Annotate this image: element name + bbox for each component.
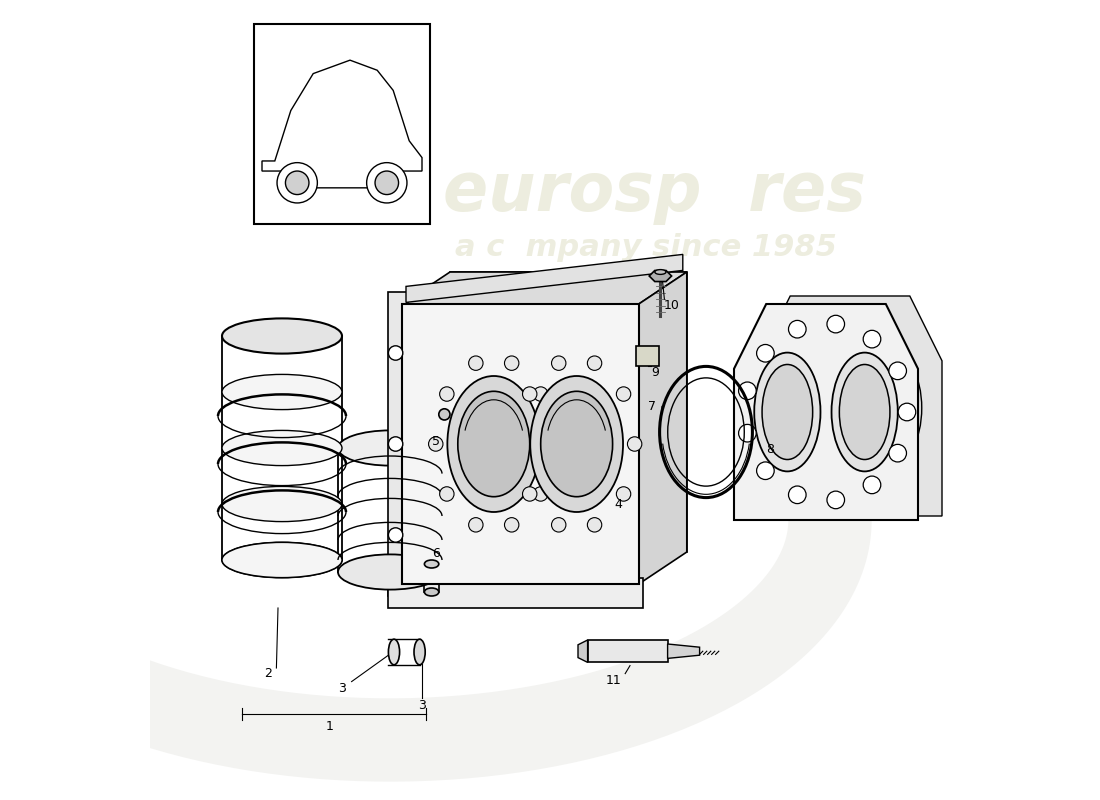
Ellipse shape: [388, 639, 399, 665]
Circle shape: [889, 444, 906, 462]
Circle shape: [587, 518, 602, 532]
Circle shape: [469, 356, 483, 370]
Polygon shape: [387, 292, 408, 596]
Ellipse shape: [839, 365, 890, 459]
Circle shape: [827, 315, 845, 333]
Polygon shape: [649, 270, 672, 282]
Ellipse shape: [222, 430, 342, 466]
Circle shape: [534, 486, 548, 501]
Polygon shape: [637, 346, 659, 366]
Ellipse shape: [222, 542, 342, 578]
Polygon shape: [758, 296, 942, 516]
Ellipse shape: [856, 349, 922, 467]
Text: 3: 3: [418, 699, 426, 712]
Circle shape: [587, 356, 602, 370]
Ellipse shape: [832, 353, 898, 471]
Polygon shape: [402, 304, 639, 584]
Bar: [254, 24, 430, 224]
Polygon shape: [387, 578, 642, 608]
Text: 8: 8: [766, 443, 774, 456]
Circle shape: [469, 518, 483, 532]
Ellipse shape: [654, 270, 666, 274]
Ellipse shape: [338, 554, 442, 590]
Ellipse shape: [414, 639, 426, 665]
Text: 6: 6: [432, 547, 440, 560]
Ellipse shape: [425, 588, 439, 596]
Text: a c  mpany since 1985: a c mpany since 1985: [455, 234, 837, 262]
Ellipse shape: [448, 376, 540, 512]
Circle shape: [789, 320, 806, 338]
Polygon shape: [450, 272, 686, 552]
Circle shape: [738, 424, 756, 442]
Text: 10: 10: [663, 299, 680, 312]
Text: 1: 1: [326, 720, 334, 733]
Circle shape: [512, 437, 526, 451]
Circle shape: [627, 437, 641, 451]
Circle shape: [616, 387, 630, 402]
Polygon shape: [262, 60, 422, 188]
Circle shape: [429, 437, 443, 451]
Text: eurosp  res: eurosp res: [442, 159, 866, 225]
Polygon shape: [668, 644, 700, 658]
Ellipse shape: [762, 365, 813, 459]
Circle shape: [440, 486, 454, 501]
Ellipse shape: [541, 391, 613, 497]
Ellipse shape: [222, 542, 342, 578]
Text: 7: 7: [648, 400, 657, 413]
Polygon shape: [734, 304, 918, 520]
Ellipse shape: [425, 560, 439, 568]
Text: 11: 11: [606, 674, 621, 686]
Ellipse shape: [222, 374, 342, 410]
Circle shape: [277, 162, 318, 203]
Polygon shape: [587, 640, 668, 662]
Circle shape: [522, 387, 537, 402]
Ellipse shape: [222, 318, 342, 354]
Polygon shape: [402, 272, 686, 304]
Circle shape: [827, 491, 845, 509]
Circle shape: [505, 518, 519, 532]
Ellipse shape: [778, 349, 845, 467]
Polygon shape: [578, 640, 587, 662]
Circle shape: [522, 486, 537, 501]
Polygon shape: [639, 272, 686, 584]
Circle shape: [789, 486, 806, 504]
Circle shape: [551, 356, 565, 370]
Circle shape: [889, 362, 906, 380]
Ellipse shape: [338, 430, 442, 466]
Ellipse shape: [222, 486, 342, 522]
Ellipse shape: [530, 376, 623, 512]
Circle shape: [366, 162, 407, 203]
Ellipse shape: [458, 391, 530, 497]
Circle shape: [388, 528, 403, 542]
Circle shape: [899, 403, 916, 421]
Circle shape: [864, 476, 881, 494]
Circle shape: [439, 409, 450, 420]
Circle shape: [388, 437, 403, 451]
Circle shape: [505, 356, 519, 370]
Circle shape: [534, 387, 548, 402]
Circle shape: [864, 330, 881, 348]
Text: 2: 2: [264, 667, 273, 680]
Polygon shape: [406, 254, 683, 302]
Text: 9: 9: [651, 366, 660, 379]
Ellipse shape: [755, 353, 821, 471]
Circle shape: [551, 518, 565, 532]
Circle shape: [757, 345, 774, 362]
Circle shape: [738, 382, 756, 400]
Circle shape: [388, 346, 403, 360]
Text: 4: 4: [614, 498, 622, 510]
Circle shape: [440, 387, 454, 402]
Circle shape: [285, 171, 309, 194]
Circle shape: [757, 462, 774, 479]
Circle shape: [544, 437, 559, 451]
Text: 3: 3: [338, 682, 345, 694]
Circle shape: [375, 171, 398, 194]
Circle shape: [616, 486, 630, 501]
Text: 5: 5: [432, 435, 440, 448]
